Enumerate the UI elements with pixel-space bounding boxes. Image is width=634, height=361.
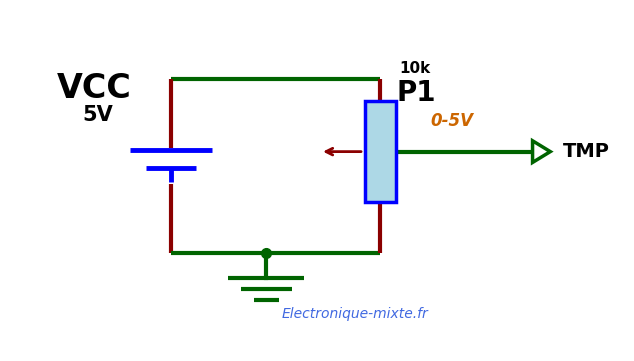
Text: TMP: TMP	[563, 142, 610, 161]
Text: 5V: 5V	[82, 105, 113, 125]
Text: VCC: VCC	[57, 72, 132, 105]
Text: 10k: 10k	[399, 61, 430, 76]
Text: P1: P1	[396, 79, 436, 108]
Text: Electronique-mixte.fr: Electronique-mixte.fr	[281, 307, 429, 321]
Bar	[365, 101, 396, 202]
Text: 0-5V: 0-5V	[430, 112, 473, 130]
